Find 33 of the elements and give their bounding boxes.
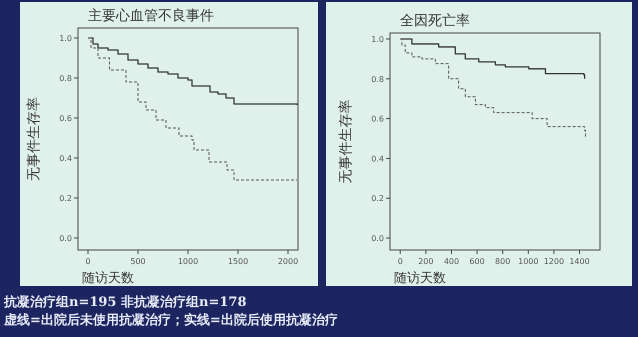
y-tick-label: 0.4 — [371, 154, 384, 164]
y-tick-label: 0.2 — [59, 194, 72, 203]
y-tick-label: 0.0 — [59, 234, 72, 243]
y-tick-label: 0.6 — [59, 114, 72, 123]
x-tick-label: 600 — [469, 257, 485, 266]
y-tick-label: 0.4 — [59, 154, 72, 163]
chart-title: 主要心血管不良事件 — [88, 8, 214, 24]
y-tick-label: 0.8 — [59, 74, 72, 83]
x-tick-label: 1000 — [178, 257, 198, 266]
y-tick-label: 1.0 — [371, 34, 384, 44]
y-tick-label: 0.0 — [371, 234, 384, 244]
y-tick-label: 1.0 — [59, 34, 72, 43]
y-axis-title: 无事件生存率 — [26, 97, 42, 181]
x-tick-label: 400 — [444, 257, 460, 266]
y-axis-title: 无事件生存率 — [338, 100, 354, 184]
x-tick-label: 2000 — [278, 257, 298, 266]
x-tick-label: 1000 — [518, 257, 538, 266]
x-axis-title: 随访天数 — [394, 270, 446, 286]
x-tick-label: 200 — [418, 257, 434, 266]
x-tick-label: 1200 — [544, 257, 564, 266]
x-axis-title: 随访天数 — [82, 270, 134, 286]
x-tick-label: 0 — [85, 257, 91, 266]
x-tick-label: 1400 — [569, 257, 590, 266]
x-tick-label: 0 — [398, 257, 403, 266]
text: 抗凝治疗组n=195 非抗凝治疗组n=178 — [3, 294, 246, 310]
x-tick-label: 800 — [495, 257, 510, 266]
x-tick-label: 500 — [130, 257, 146, 266]
text: 虚线=出院后未使用抗凝治疗；实线=出院后使用抗凝治疗 — [3, 312, 338, 328]
y-tick-label: 0.8 — [371, 74, 384, 84]
chart-title: 全因死亡率 — [400, 13, 470, 29]
x-tick-label: 1500 — [228, 257, 248, 266]
y-tick-label: 0.2 — [371, 194, 384, 204]
y-tick-label: 0.6 — [371, 114, 384, 124]
